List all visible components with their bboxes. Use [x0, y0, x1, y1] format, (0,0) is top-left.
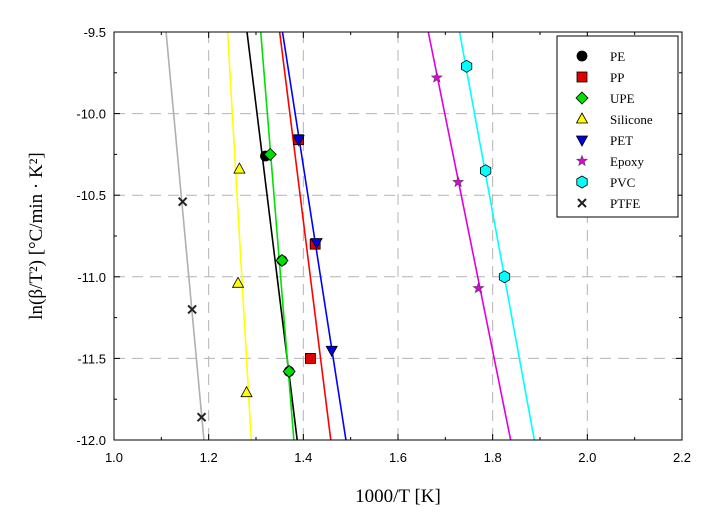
point-upe — [275, 253, 289, 268]
legend-marker-silicone — [575, 112, 589, 124]
y-axis-title: ln(β/T²) [°C/min · K²] — [26, 152, 47, 319]
point-ptfe — [177, 197, 188, 207]
legend: PE PP UPE Silicone PET Epoxy PVC PTFE — [556, 35, 679, 218]
point-pvc — [460, 59, 473, 73]
x-tick-label: 1.2 — [200, 450, 218, 465]
point-ptfe — [196, 412, 207, 422]
fit-line-pvc — [458, 32, 536, 440]
point-pet — [292, 135, 305, 147]
point-silicone — [231, 276, 245, 288]
point-pet — [325, 345, 338, 358]
point-upe — [282, 364, 296, 379]
point-pet — [310, 238, 323, 250]
legend-marker-pe — [576, 50, 588, 62]
point-upe — [263, 147, 277, 161]
legend-label-silicone: Silicone — [610, 112, 653, 127]
x-axis-title: 1000/T [K] — [355, 486, 441, 507]
x-marker-stroke — [196, 412, 207, 422]
point-pp — [305, 352, 316, 364]
fit-line-epoxy — [427, 32, 512, 440]
y-tick-label: -9.5 — [84, 25, 106, 40]
point-pvc — [498, 270, 511, 284]
legend-box — [556, 35, 679, 218]
legend-label-pet: PET — [610, 133, 633, 148]
x-marker-stroke — [187, 304, 197, 315]
point-epoxy — [430, 71, 443, 83]
x-tick-label: 1.4 — [294, 450, 312, 465]
legend-label-upe: UPE — [610, 91, 635, 106]
y-tick-label: -11.0 — [77, 270, 106, 285]
y-tick-label: -11.5 — [77, 351, 106, 366]
x-marker-stroke — [577, 198, 587, 208]
data-points — [177, 59, 511, 422]
legend-label-pe: PE — [610, 49, 625, 64]
fit-line-pet — [281, 32, 347, 440]
fit-line-ptfe — [165, 32, 205, 440]
x-marker-stroke — [177, 197, 188, 207]
legend-label-pp: PP — [610, 70, 624, 85]
legend-marker-pp — [576, 71, 588, 83]
legend-marker-epoxy — [575, 154, 589, 167]
x-tick-label: 2.2 — [673, 450, 691, 465]
legend-label-pvc: PVC — [610, 175, 635, 190]
x-tick-labels: 1.0 1.2 1.4 1.6 1.8 2.0 2.2 — [105, 450, 691, 465]
legend-marker-pet — [575, 135, 589, 147]
fit-line-silicone — [226, 32, 253, 440]
point-pvc — [479, 164, 492, 178]
legend-marker-pvc — [576, 175, 588, 189]
y-tick-label: -12.0 — [76, 433, 106, 448]
x-tick-label: 1.6 — [389, 450, 407, 465]
legend-label-epoxy: Epoxy — [610, 154, 644, 169]
legend-label-ptfe: PTFE — [610, 196, 640, 211]
point-ptfe — [187, 304, 197, 315]
y-tick-label: -10.0 — [76, 107, 106, 122]
x-tick-label: 1.8 — [484, 450, 502, 465]
y-tick-labels: -12.0 -11.5 -11.0 -10.5 -10.0 -9.5 — [76, 25, 106, 448]
y-tick-label: -10.5 — [76, 188, 106, 203]
point-silicone — [240, 385, 253, 398]
legend-marker-upe — [575, 91, 589, 105]
legend-marker-ptfe — [577, 198, 587, 208]
point-epoxy — [472, 281, 485, 294]
point-silicone — [233, 162, 246, 174]
x-tick-label: 2.0 — [578, 450, 596, 465]
fit-line-pp — [278, 32, 332, 440]
x-tick-label: 1.0 — [105, 450, 123, 465]
point-epoxy — [452, 175, 465, 188]
